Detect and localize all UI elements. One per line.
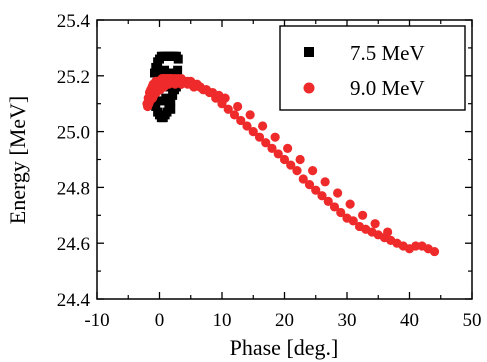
series-9p0mev <box>142 73 440 257</box>
data-point <box>173 54 183 64</box>
data-point <box>223 104 233 114</box>
y-tick-label: 25.0 <box>57 123 90 144</box>
y-axis-ticks: 24.4 24.6 24.8 25.0 25.2 25.4 <box>57 11 472 311</box>
x-axis-ticks: -10 0 10 20 30 40 50 <box>84 20 482 331</box>
data-point <box>229 110 240 120</box>
data-point <box>308 166 318 176</box>
data-point <box>242 121 252 131</box>
data-point <box>161 93 171 103</box>
data-point <box>151 62 161 72</box>
data-point <box>383 227 393 237</box>
data-point <box>295 154 305 165</box>
data-point <box>317 191 327 201</box>
data-point <box>151 101 161 111</box>
data-point <box>279 154 290 165</box>
data-point <box>286 160 296 170</box>
data-point <box>267 143 277 153</box>
data-point <box>348 216 358 226</box>
data-point <box>298 174 308 184</box>
legend-box <box>279 25 466 111</box>
legend-label-7p5mev: 7.5 MeV <box>350 41 425 65</box>
data-point <box>336 207 346 218</box>
legend-marker-7p5mev <box>304 47 314 57</box>
data-point <box>167 68 177 78</box>
data-point <box>270 132 280 142</box>
x-tick-label: 30 <box>338 310 357 331</box>
data-point <box>304 180 315 190</box>
data-point <box>233 101 243 112</box>
x-axis-label: Phase [deg.] <box>230 335 339 360</box>
data-point <box>370 219 380 229</box>
data-point <box>248 127 258 137</box>
data-point <box>153 71 163 81</box>
data-point <box>168 90 178 100</box>
legend: 7.5 MeV 9.0 MeV <box>279 25 466 111</box>
data-point <box>261 138 271 148</box>
data-point <box>160 65 169 75</box>
data-point <box>323 196 333 206</box>
data-points <box>142 51 440 257</box>
data-point <box>156 96 166 106</box>
data-point <box>173 65 183 75</box>
y-tick-label: 24.8 <box>57 178 90 199</box>
data-point <box>292 166 302 176</box>
data-point <box>273 149 283 159</box>
data-point <box>320 177 330 187</box>
x-tick-label: -10 <box>84 310 109 331</box>
legend-marker-9p0mev <box>303 82 315 94</box>
data-point <box>429 246 440 257</box>
y-tick-label: 24.4 <box>57 290 91 311</box>
data-point <box>166 104 176 114</box>
data-point <box>329 202 340 212</box>
data-point <box>245 110 255 120</box>
data-point <box>220 93 230 103</box>
y-tick-label: 25.2 <box>57 67 90 88</box>
data-point <box>254 132 265 142</box>
x-tick-label: 40 <box>400 310 419 331</box>
y-tick-label: 25.4 <box>57 11 91 32</box>
data-point <box>311 185 321 195</box>
x-tick-label: 50 <box>463 310 482 331</box>
legend-label-9p0mev: 9.0 MeV <box>350 76 425 100</box>
x-tick-label: 20 <box>275 310 294 331</box>
x-tick-label: 0 <box>155 310 165 331</box>
data-point <box>358 210 368 220</box>
y-axis-label: Energy [MeV] <box>5 96 30 225</box>
data-point <box>345 199 355 209</box>
data-point <box>166 96 176 106</box>
data-point <box>333 188 343 198</box>
y-tick-label: 24.6 <box>57 234 90 255</box>
data-point <box>283 143 293 153</box>
data-point <box>258 121 268 131</box>
data-point <box>236 115 246 126</box>
x-tick-label: 10 <box>213 310 232 331</box>
